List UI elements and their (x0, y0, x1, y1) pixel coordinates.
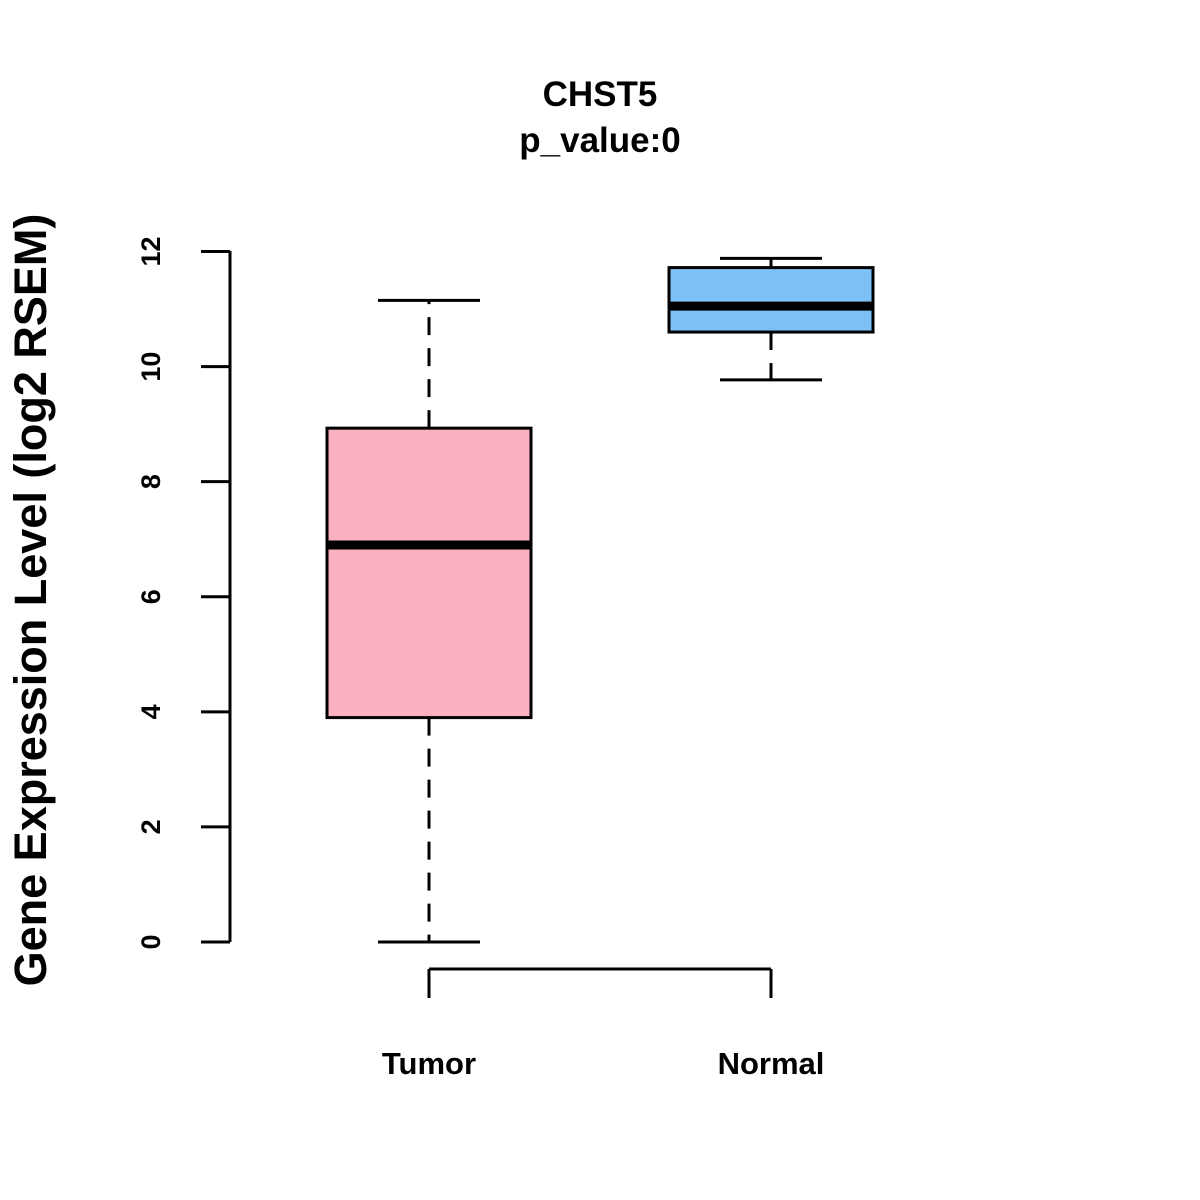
x-axis (427, 967, 773, 998)
box-tumor (325, 298, 533, 944)
y-tick-label: 8 (136, 474, 166, 489)
y-tick-label: 12 (136, 236, 166, 266)
chart-subtitle: p_value:0 (519, 121, 680, 160)
iqr-box (667, 266, 875, 334)
box-normal (667, 256, 875, 382)
chart-title: CHST5 (543, 75, 658, 114)
y-tick-label: 6 (136, 589, 166, 604)
iqr-box (325, 426, 533, 720)
y-tick-label: 4 (136, 704, 166, 719)
y-axis-tick-labels: 0 2 4 6 8 10 12 (136, 236, 166, 949)
y-axis-label: Gene Expression Level (log2 RSEM) (5, 214, 56, 987)
y-tick-label: 0 (136, 934, 166, 949)
y-tick-label: 10 (136, 352, 166, 382)
y-tick-label: 2 (136, 819, 166, 834)
x-tick-label-tumor: Tumor (382, 1046, 476, 1081)
x-tick-label-normal: Normal (718, 1046, 825, 1081)
y-axis-ticks (201, 250, 230, 944)
